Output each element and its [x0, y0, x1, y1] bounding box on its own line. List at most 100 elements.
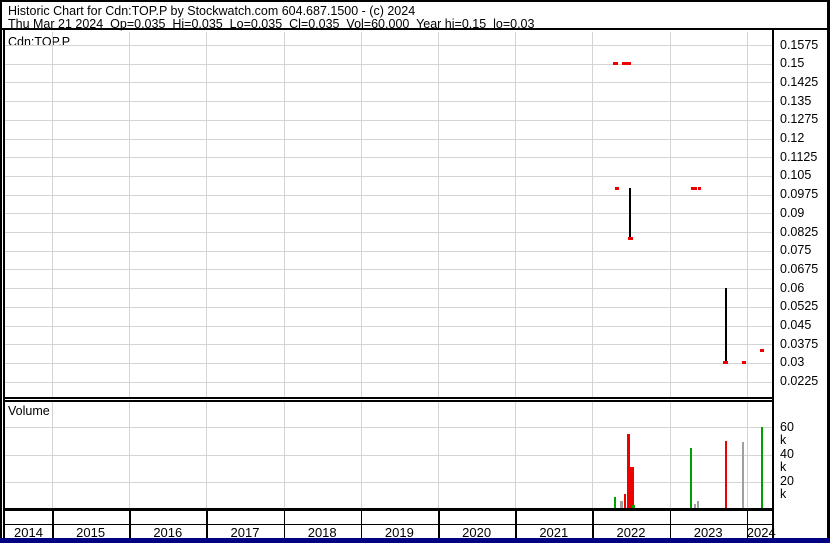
price-tick-label: 0.045 [780, 318, 812, 332]
year-gridline-price [438, 32, 439, 397]
symbol-label: Cdn:TOP.P [8, 35, 71, 49]
volume-bar [613, 496, 617, 509]
trade-dash [694, 186, 698, 190]
price-gridline [5, 381, 772, 383]
volume-tick-label: 60 k [780, 419, 794, 447]
volume-tick-label: 40 k [780, 447, 794, 475]
price-pane-bottom-line [3, 397, 774, 399]
price-tick-label: 0.0225 [780, 374, 819, 389]
volume-bar [760, 427, 764, 509]
year-gridline-price [206, 32, 208, 397]
year-label: 2019 [384, 525, 414, 540]
year-gridline-volume [360, 402, 362, 508]
year-gridline-price [592, 32, 594, 397]
price-tick-label: 0.03 [780, 355, 805, 370]
year-label: 2020 [462, 525, 492, 540]
price-tick-label: 0.1575 [780, 37, 819, 52]
year-gridline-price [515, 32, 517, 397]
price-gridline [5, 288, 772, 290]
outer-border-left [0, 0, 2, 543]
price-gridline [5, 344, 772, 346]
year-gridline-price [283, 32, 285, 397]
trade-dash [760, 348, 765, 352]
year-gridline-price [746, 32, 748, 397]
chart-left-border [3, 30, 5, 538]
year-gridline-price [129, 32, 131, 397]
bottom-navy-strip [0, 538, 830, 543]
volume-bar [627, 434, 630, 509]
price-tick-label: 0.075 [780, 243, 812, 258]
price-gridline [5, 175, 772, 177]
price-gridline [5, 269, 772, 271]
price-gridline [5, 232, 772, 233]
year-label: 2024 [746, 525, 776, 540]
volume-bar [623, 494, 627, 509]
price-tick-label: 0.135 [780, 93, 812, 108]
year-gridline-volume [129, 402, 131, 508]
volume-bar [632, 504, 635, 509]
volume-bar [689, 447, 693, 509]
trade-dash [691, 186, 695, 190]
year-label: 2015 [76, 525, 106, 540]
header-quote-line: Thu Mar 21 2024 Op=0.035 Hi=0.035 Lo=0.0… [8, 17, 535, 31]
year-label: 2014 [14, 525, 43, 540]
volume-bar [696, 500, 700, 509]
price-gridline [5, 194, 772, 196]
price-tick-label: 0.12 [780, 131, 805, 145]
outer-border-top [0, 0, 830, 2]
year-label: 2016 [153, 525, 183, 540]
price-gridline [5, 213, 772, 215]
price-tick-label: 0.105 [780, 168, 812, 183]
year-gridline-volume [592, 402, 594, 508]
trade-dash [615, 186, 620, 190]
year-gridline-volume [438, 402, 439, 508]
volume-bar [630, 466, 634, 509]
volume-gridline [5, 427, 772, 429]
price-gridline [5, 250, 772, 252]
price-tick-label: 0.06 [780, 280, 805, 295]
trade-dash [741, 361, 746, 365]
price-tick-label: 0.09 [780, 205, 805, 220]
price-tick-label: 0.1125 [780, 149, 818, 164]
trade-dash [613, 62, 619, 66]
outer-border-right [827, 0, 830, 543]
chart-right-border [772, 30, 774, 538]
volume-gridline [5, 454, 772, 456]
year-label: 2021 [539, 525, 569, 540]
year-gridline-volume [283, 402, 285, 508]
price-gridline [5, 362, 772, 364]
volume-tick-label: 20 k [780, 474, 794, 502]
volume-pane-top-line [3, 400, 774, 402]
candle-range-line [725, 288, 727, 363]
year-label: 2023 [693, 525, 723, 540]
price-gridline [5, 63, 772, 65]
price-gridline [5, 101, 772, 103]
header-bottom-border [2, 28, 827, 30]
year-label: 2017 [230, 525, 260, 540]
year-gridline-volume [746, 402, 748, 508]
year-gridline-price [52, 32, 53, 397]
year-gridline-volume [52, 402, 53, 508]
price-tick-label: 0.1275 [780, 112, 819, 127]
year-label: 2018 [307, 525, 337, 540]
volume-bar [724, 441, 728, 509]
header-title-line: Historic Chart for Cdn:TOP.P by Stockwat… [8, 4, 416, 18]
trade-dash [698, 186, 702, 190]
trade-dash [621, 62, 631, 66]
price-tick-label: 0.0975 [780, 187, 819, 202]
volume-bar [741, 442, 745, 509]
year-gridline-volume [669, 402, 671, 508]
price-tick-label: 0.0375 [780, 336, 819, 351]
chart-header: Historic Chart for Cdn:TOP.P by Stockwat… [2, 2, 827, 31]
axis-divider-line [3, 524, 774, 525]
year-gridline-volume [206, 402, 208, 508]
volume-pane-label: Volume [8, 404, 50, 418]
price-gridline [5, 325, 772, 327]
price-tick-label: 0.0825 [780, 224, 819, 239]
candle-close-dash [627, 236, 633, 240]
price-gridline [5, 45, 772, 46]
price-gridline [5, 306, 772, 308]
candle-close-dash [723, 361, 729, 365]
year-gridline-price [669, 32, 671, 397]
